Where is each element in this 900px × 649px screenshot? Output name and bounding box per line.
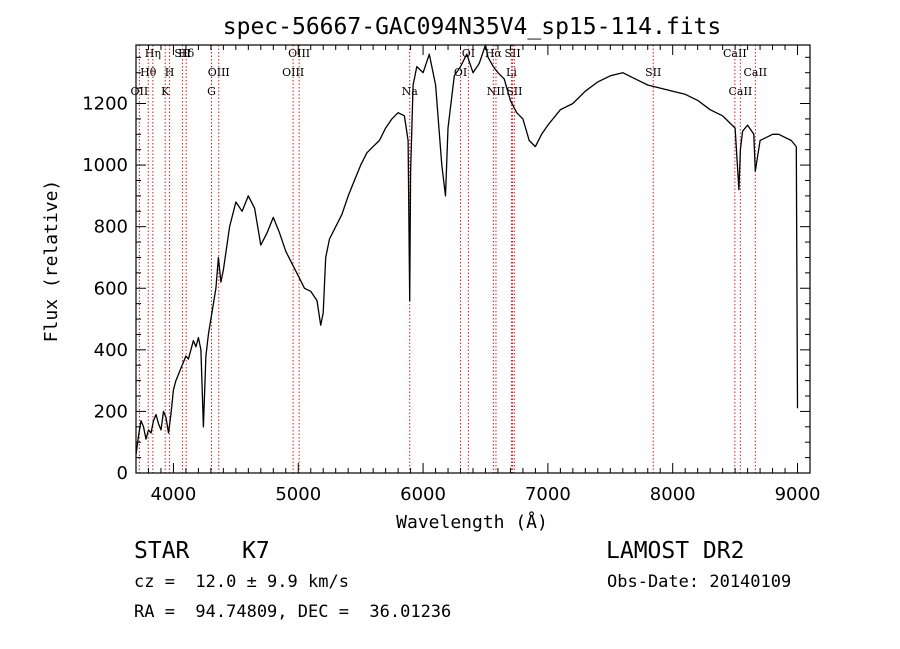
spectral-line-label: Li [506, 66, 517, 79]
spectral-line-label: OII [131, 85, 149, 98]
coordinates-readout: RA = 94.74809, DEC = 36.01236 [134, 602, 452, 622]
obs-date-readout: Obs-Date: 20140109 [607, 572, 792, 592]
plot-area [135, 44, 799, 455]
spectral-line-label: SII [504, 47, 520, 60]
x-tick-label: 9000 [775, 484, 821, 505]
spectral-line-label: CaII [729, 85, 753, 98]
spectral-line-label: K [161, 85, 170, 98]
spectral-line-label: Hη [145, 47, 161, 60]
y-tick-label: 0 [117, 463, 128, 484]
spectral-line-markers: HηHθOIISIIHKHδOIIIGOIIIOIIINaOIOINIIHαLi… [131, 45, 767, 473]
spectral-line-label: H [165, 66, 175, 79]
x-tick-label: 8000 [650, 484, 696, 505]
x-tick-label: 4000 [151, 484, 197, 505]
subclass: K7 [242, 538, 270, 564]
spectral-line-label: OI [454, 66, 467, 79]
x-tick-label: 6000 [400, 484, 446, 505]
x-tick-label: 5000 [275, 484, 321, 505]
survey-name: LAMOST DR2 [606, 538, 745, 564]
y-tick-label: 200 [94, 401, 128, 422]
y-tick-label: 600 [94, 278, 128, 299]
spectral-line-label: SII [645, 66, 661, 79]
redshift-readout: cz = 12.0 ± 9.9 km/s [134, 572, 349, 592]
y-axis-label: Flux (relative) [41, 180, 62, 343]
y-tick-label: 1000 [82, 155, 128, 176]
spectral-line-label: OIII [288, 47, 310, 60]
spectral-line-label: OIII [282, 66, 304, 79]
spectral-line-label: CaII [743, 66, 767, 79]
spectral-line-label: SII [506, 85, 522, 98]
spectrum-line [135, 44, 799, 455]
y-tick-label: 1200 [82, 94, 128, 115]
spectral-line-label: Hδ [178, 47, 195, 60]
chart-title: spec-56667-GAC094N35V4_sp15-114.fits [223, 14, 722, 40]
spectral-line-label: G [207, 85, 216, 98]
x-axis-label: Wavelength (Å) [396, 511, 548, 533]
y-tick-label: 800 [94, 217, 128, 238]
spectral-line-label: Hα [485, 47, 503, 60]
spectral-line-label: NII [487, 85, 505, 98]
spectral-line-label: Hθ [140, 66, 157, 79]
axes: 4000 5000 6000 7000 8000 9000 0 200 400 600 800 100… [82, 44, 821, 505]
spectral-line-label: Na [402, 85, 419, 98]
x-tick-label: 7000 [525, 484, 571, 505]
spectral-line-label: CaII [723, 47, 747, 60]
spectral-line-label: OIII [208, 66, 230, 79]
object-class: STAR [134, 538, 190, 564]
y-tick-label: 400 [94, 340, 128, 361]
